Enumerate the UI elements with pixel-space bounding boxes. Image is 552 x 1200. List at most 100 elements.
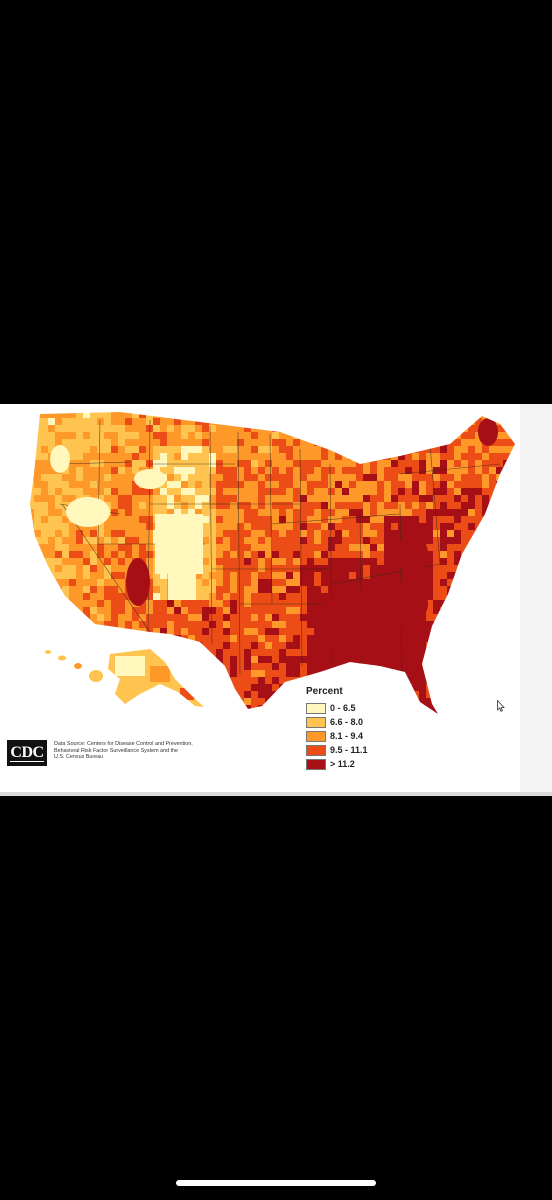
county-cell [475,628,483,636]
county-cell [83,607,91,615]
county-cell [363,551,371,559]
county-cell [181,712,189,714]
county-cell [223,439,231,447]
source-line: U.S. Census Bureau [54,754,104,761]
county-cell [97,712,105,714]
home-indicator[interactable] [176,1180,376,1186]
county-cell [342,481,350,489]
county-cell [272,677,280,685]
county-cell [447,418,455,426]
county-cell [286,481,294,489]
county-cell [202,530,210,538]
county-cell [454,635,462,643]
county-cell [244,656,252,664]
county-cell [20,586,28,594]
county-cell [503,572,511,580]
county-cell [349,439,357,447]
county-cell [272,509,280,517]
county-cell [265,551,273,559]
county-cell [30,460,35,468]
county-cell [510,404,518,412]
county-cell [132,712,140,714]
county-cell [90,600,98,608]
county-cell [398,677,406,685]
map-image[interactable]: Percent 0 - 6.5 6.6 - 8.0 8.1 - 9.4 9.5 … [0,404,552,792]
county-cell [83,439,91,447]
county-cell [20,565,28,573]
county-cell [412,705,420,713]
county-cell [174,656,182,664]
county-cell [412,684,420,692]
county-cell [48,593,56,601]
county-cell [314,537,322,545]
county-cell [48,656,56,664]
county-cell [342,558,350,566]
county-cell [454,544,462,552]
county-cell [286,649,294,657]
county-cell [237,418,245,426]
county-cell [202,649,210,657]
county-cell [461,565,469,573]
county-cell [356,432,364,440]
county-cell [293,642,301,650]
county-cell [328,460,336,468]
county-cell [34,684,42,692]
county-cell [272,649,280,657]
county-cell [307,446,315,454]
county-cell [419,698,427,706]
county-cell [461,544,469,552]
county-cell [223,719,231,727]
county-cell [440,439,448,447]
county-cell [132,516,140,524]
county-cell [426,719,434,727]
county-cell [335,467,343,475]
county-cell [496,628,504,636]
county-cell [300,621,308,629]
map-legend: Percent 0 - 6.5 6.6 - 8.0 8.1 - 9.4 9.5 … [306,686,386,771]
county-cell [419,425,427,433]
county-cell [447,677,455,685]
county-cell [62,614,70,622]
county-cell [251,677,259,685]
county-cell [237,719,245,727]
county-cell [30,551,35,559]
county-cell [510,558,515,566]
county-cell [20,719,28,727]
county-cell [41,418,49,426]
county-cell [272,579,280,587]
county-cell [468,404,476,412]
county-cell [293,488,301,496]
county-cell [328,663,336,671]
county-cell [62,628,70,636]
county-cell [454,481,462,489]
county-cell [118,453,126,461]
legend-label: > 11.2 [330,759,355,769]
county-cell [279,684,287,692]
county-cell [314,558,322,566]
county-cell [475,586,483,594]
county-cell [20,446,28,454]
county-cell [349,663,357,671]
county-cell [83,586,91,594]
county-cell [230,495,238,503]
county-cell [265,516,273,524]
county-cell [34,705,42,713]
county-cell [69,446,77,454]
county-cell [335,670,343,678]
county-cell [307,663,315,671]
county-cell [286,495,294,503]
county-cell [468,621,476,629]
county-cell [440,600,448,608]
county-cell [223,607,231,615]
county-cell [132,544,140,552]
county-cell [48,467,56,475]
county-cell [83,614,91,622]
county-cell [314,663,322,671]
county-cell [153,418,161,426]
county-cell [503,412,511,419]
county-cell [405,425,413,433]
county-cell [447,607,455,615]
county-cell [461,502,469,510]
county-cell [48,425,56,433]
county-cell [468,425,476,433]
